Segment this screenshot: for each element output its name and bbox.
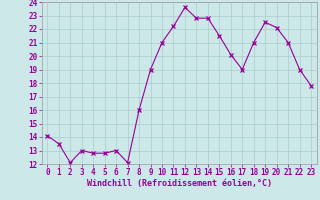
X-axis label: Windchill (Refroidissement éolien,°C): Windchill (Refroidissement éolien,°C): [87, 179, 272, 188]
